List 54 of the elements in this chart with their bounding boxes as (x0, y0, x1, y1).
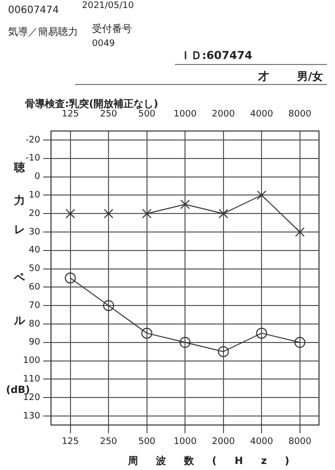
y-tick-label: 40 (28, 246, 40, 256)
text: 2021/05/10 (82, 1, 134, 11)
point (256, 328, 268, 339)
x-tick-label: 500 (138, 110, 156, 120)
x-tick-label: 1000 (174, 110, 197, 120)
x-axis-title: 周波数(Hz) (128, 454, 308, 468)
category-label: 2000 (212, 436, 235, 447)
x-tick-label: 250 (100, 110, 118, 120)
category-label: 250 (100, 436, 118, 447)
point (103, 300, 114, 312)
y-tick-label: 50 (28, 264, 40, 274)
category-label: 1000 (174, 436, 197, 447)
x-tick-label: 8000 (288, 110, 312, 120)
point (218, 346, 229, 358)
text: 気導／簡易聴力 (8, 26, 78, 39)
x-tick-label: 125 (62, 110, 79, 120)
text: 00607474 (8, 5, 59, 16)
text: 受付番号 (92, 22, 132, 36)
category-label: 125 (62, 436, 79, 447)
category-label: 4000 (250, 436, 274, 447)
y-tick-label: 80 (28, 319, 40, 330)
point (141, 328, 152, 339)
x-tick-label: 2000 (212, 110, 236, 120)
text: 才 (258, 69, 269, 84)
category-label: 8000 (288, 436, 312, 447)
point (180, 200, 190, 210)
text: 男/女 (297, 69, 324, 84)
point (66, 208, 76, 218)
point (256, 190, 266, 200)
point (294, 336, 306, 348)
x-tick-label: 4000 (250, 110, 274, 120)
point (142, 208, 152, 218)
point (64, 272, 76, 284)
category-label: 500 (138, 436, 156, 447)
y-axis-title: 聴力レベル (12, 152, 26, 355)
point (180, 336, 191, 348)
point (104, 208, 114, 218)
y-tick-label: 70 (28, 300, 40, 311)
point (295, 227, 305, 237)
y-tick-label: 0 (34, 172, 40, 182)
y-tick-label: 90 (28, 338, 40, 348)
text: 0049 (92, 39, 115, 49)
y-tick-label: -10 (25, 154, 40, 164)
y-tick-label: 130 (22, 411, 40, 422)
y-tick-label: 30 (28, 227, 40, 238)
point (218, 208, 228, 218)
y-tick-label: -20 (25, 135, 40, 146)
y-tick-label: 110 (22, 374, 40, 385)
chart-title: 骨導検査:乳突(開放補正なし) (25, 97, 158, 110)
y-tick-label: 20 (28, 208, 40, 219)
text: ＩＤ:607474 (180, 48, 252, 63)
y-tick-label: 100 (22, 356, 40, 366)
y-tick-label: 60 (28, 282, 40, 293)
y-tick-label: 10 (28, 190, 40, 201)
